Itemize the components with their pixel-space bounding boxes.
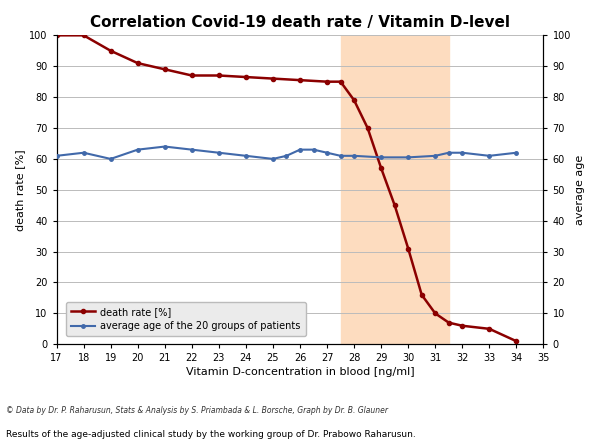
Title: Correlation Covid-19 death rate / Vitamin D-level: Correlation Covid-19 death rate / Vitami…: [90, 15, 510, 30]
death rate [%]: [188, 73, 196, 78]
average age of the 20 groups of patients: [377, 155, 385, 160]
death rate [%]: [161, 66, 169, 72]
death rate [%]: [80, 33, 87, 38]
death rate [%]: [269, 76, 277, 81]
average age of the 20 groups of patients: [310, 147, 317, 153]
average age of the 20 groups of patients: [350, 153, 358, 158]
death rate [%]: [215, 73, 223, 78]
average age of the 20 groups of patients: [215, 150, 223, 155]
death rate [%]: [107, 48, 114, 54]
death rate [%]: [323, 79, 331, 84]
death rate [%]: [513, 339, 520, 344]
average age of the 20 groups of patients: [188, 147, 196, 153]
average age of the 20 groups of patients: [404, 155, 412, 160]
average age of the 20 groups of patients: [458, 150, 466, 155]
average age of the 20 groups of patients: [161, 144, 169, 149]
death rate [%]: [134, 61, 142, 66]
Legend: death rate [%], average age of the 20 groups of patients: death rate [%], average age of the 20 gr…: [66, 302, 305, 336]
average age of the 20 groups of patients: [242, 153, 250, 158]
Bar: [341, 35, 449, 344]
death rate [%]: [404, 246, 412, 251]
death rate [%]: [445, 320, 452, 325]
Y-axis label: average age: average age: [575, 155, 585, 225]
average age of the 20 groups of patients: [296, 147, 304, 153]
average age of the 20 groups of patients: [337, 153, 344, 158]
death rate [%]: [364, 125, 371, 131]
death rate [%]: [458, 323, 466, 328]
X-axis label: Vitamin D-concentration in blood [ng/ml]: Vitamin D-concentration in blood [ng/ml]: [185, 368, 415, 377]
Line: average age of the 20 groups of patients: average age of the 20 groups of patients: [55, 145, 518, 161]
death rate [%]: [431, 311, 439, 316]
average age of the 20 groups of patients: [431, 153, 439, 158]
average age of the 20 groups of patients: [80, 150, 87, 155]
death rate [%]: [350, 98, 358, 103]
average age of the 20 groups of patients: [107, 156, 114, 161]
average age of the 20 groups of patients: [269, 156, 277, 161]
Line: death rate [%]: death rate [%]: [55, 33, 518, 343]
death rate [%]: [486, 326, 493, 331]
average age of the 20 groups of patients: [513, 150, 520, 155]
average age of the 20 groups of patients: [323, 150, 331, 155]
death rate [%]: [296, 78, 304, 83]
death rate [%]: [53, 33, 60, 38]
average age of the 20 groups of patients: [445, 150, 452, 155]
average age of the 20 groups of patients: [486, 153, 493, 158]
Text: Results of the age-adjusted clinical study by the working group of Dr. Prabowo R: Results of the age-adjusted clinical stu…: [6, 430, 416, 439]
Text: © Data by Dr. P. Raharusun, Stats & Analysis by S. Priambada & L. Borsche, Graph: © Data by Dr. P. Raharusun, Stats & Anal…: [6, 405, 388, 414]
death rate [%]: [337, 79, 344, 84]
average age of the 20 groups of patients: [283, 153, 290, 158]
death rate [%]: [418, 292, 425, 297]
average age of the 20 groups of patients: [134, 147, 142, 153]
Y-axis label: death rate [%]: death rate [%]: [15, 149, 25, 231]
death rate [%]: [242, 74, 250, 80]
death rate [%]: [391, 202, 398, 208]
death rate [%]: [377, 165, 385, 171]
average age of the 20 groups of patients: [53, 153, 60, 158]
